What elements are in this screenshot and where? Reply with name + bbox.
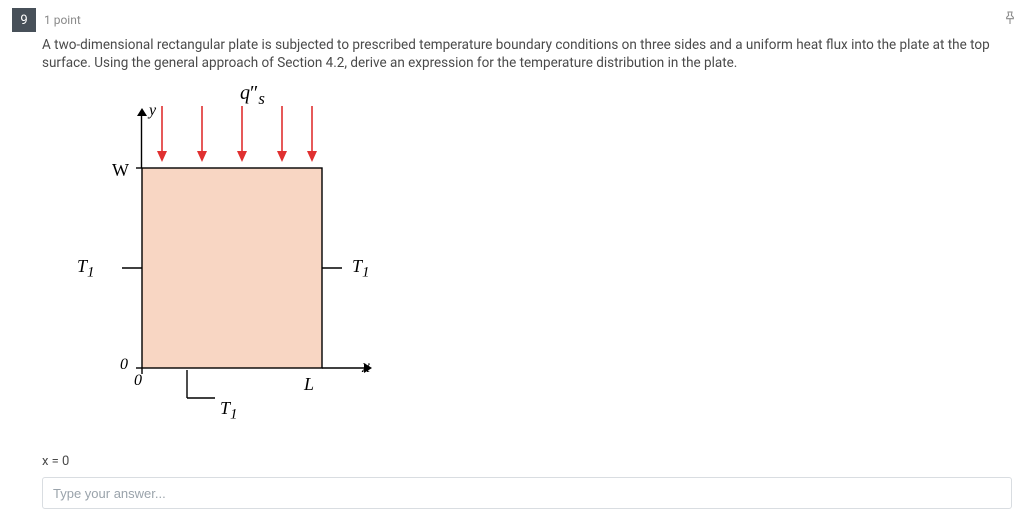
question-number-badge: 9 bbox=[12, 8, 36, 32]
figure-label: 0 bbox=[120, 356, 128, 374]
figure-label: x bbox=[362, 356, 370, 377]
figure-label: L bbox=[304, 374, 314, 395]
figure-label: T1 bbox=[220, 398, 238, 424]
figure-label: W bbox=[112, 160, 129, 181]
question-prompt: A two-dimensional rectangular plate is s… bbox=[42, 36, 990, 72]
question-points: 1 point bbox=[44, 13, 81, 27]
figure-label: T1 bbox=[77, 256, 95, 282]
part-label: x = 0 bbox=[42, 454, 1020, 469]
answer-input[interactable] bbox=[42, 477, 1012, 509]
figure-label: q″s bbox=[240, 82, 265, 109]
figure: q″syWT1T1T100Lx bbox=[42, 88, 382, 448]
figure-label: 0 bbox=[134, 372, 142, 390]
pin-icon[interactable] bbox=[1002, 10, 1018, 26]
figure-label: T1 bbox=[352, 256, 370, 282]
figure-label: y bbox=[149, 102, 156, 120]
